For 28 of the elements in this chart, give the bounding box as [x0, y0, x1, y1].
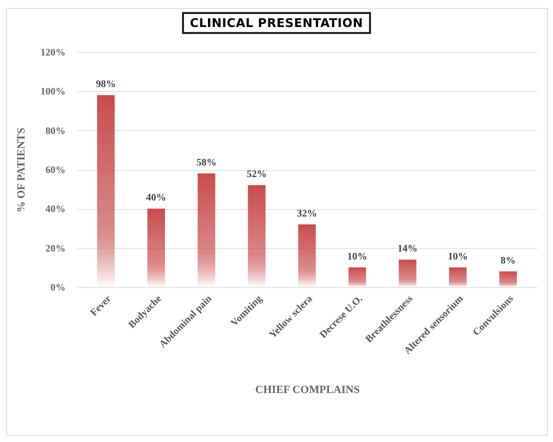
y-tick-label: 80%: [46, 126, 66, 137]
y-tick-label: 20%: [46, 243, 66, 254]
y-tick-label: 40%: [46, 204, 66, 216]
data-label: 10%: [448, 251, 468, 262]
bar: [198, 173, 216, 287]
bar: [147, 208, 165, 287]
y-tick-label: 60%: [46, 165, 66, 176]
data-label: 14%: [398, 244, 418, 255]
y-tick-label: 120%: [40, 48, 66, 58]
data-label: 32%: [297, 208, 317, 220]
data-label: 8%: [500, 255, 516, 266]
bar: [499, 271, 517, 287]
bar: [248, 185, 266, 287]
data-label: 58%: [196, 157, 216, 168]
x-axis-title: CHIEF COMPLAINS: [255, 384, 360, 396]
y-tick-label: 100%: [40, 86, 66, 98]
data-label: 40%: [146, 192, 166, 204]
data-label: 98%: [96, 79, 116, 90]
chart-title: CLINICAL PRESENTATION: [182, 12, 372, 34]
data-label: 52%: [246, 169, 267, 180]
bar: [298, 224, 316, 287]
y-tick-label: 0%: [50, 282, 66, 294]
bar: [348, 267, 366, 287]
bar: [97, 95, 115, 287]
bar: [398, 260, 416, 287]
bar: [449, 267, 467, 287]
y-axis-title: % OF PATIENTS: [16, 128, 28, 212]
data-label: 10%: [347, 251, 368, 262]
